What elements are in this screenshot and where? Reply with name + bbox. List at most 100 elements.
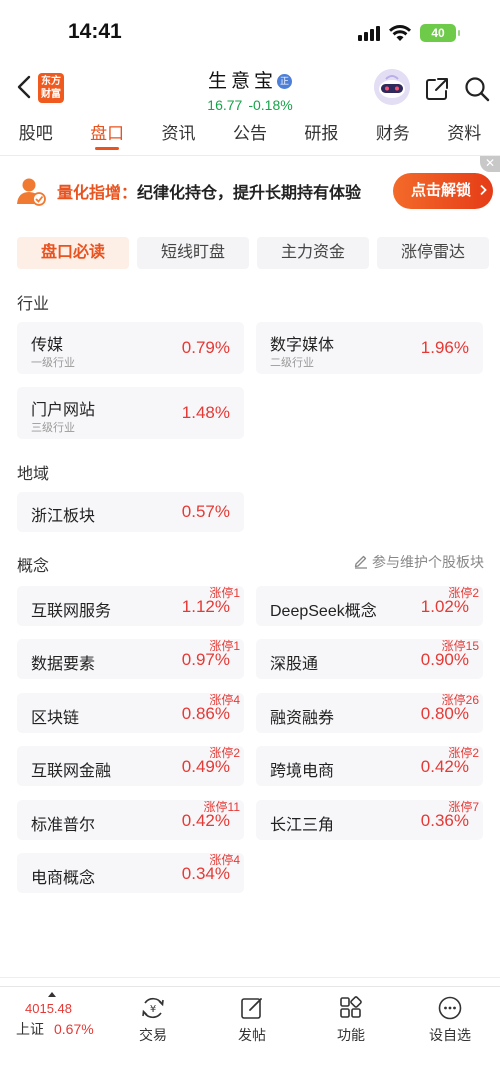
- sector-change: 0.97%: [181, 650, 230, 669]
- function-icon: [340, 996, 362, 1018]
- limit-up-count: 涨停1: [209, 586, 240, 600]
- trade-icon: ¥: [142, 997, 164, 1019]
- search-icon[interactable]: [464, 76, 490, 102]
- sector-change: 1.96%: [420, 338, 469, 357]
- concept-card[interactable]: 深股通 涨停15 0.90%: [256, 639, 483, 679]
- concept-card[interactable]: 标准普尔 涨停11 0.42%: [17, 800, 244, 840]
- index-name: 上证: [16, 1021, 44, 1037]
- industry-card[interactable]: 门户网站 三级行业 1.48%: [17, 387, 244, 439]
- close-icon[interactable]: ✕: [480, 156, 500, 172]
- watchlist-icon: [438, 996, 462, 1020]
- sector-change: 0.42%: [420, 757, 469, 776]
- stock-quote: 16.77 -0.18%: [0, 97, 500, 113]
- subtab-limit-up-radar[interactable]: 涨停雷达: [377, 237, 489, 269]
- sector-name: DeepSeek概念: [270, 603, 377, 620]
- region-card[interactable]: 浙江板块 0.57%: [17, 492, 244, 532]
- concept-card[interactable]: 融资融券 涨停26 0.80%: [256, 693, 483, 733]
- tab-research[interactable]: 研报: [304, 124, 339, 143]
- limit-up-count: 涨停11: [203, 800, 240, 814]
- industry-card[interactable]: 传媒 一级行业 0.79%: [17, 322, 244, 374]
- limit-up-count: 涨停4: [209, 853, 240, 867]
- assistant-avatar[interactable]: [374, 69, 410, 105]
- sector-name: 跨境电商: [270, 763, 335, 780]
- back-icon[interactable]: [14, 74, 36, 100]
- limit-up-count: 涨停2: [448, 586, 479, 600]
- sector-change: 0.79%: [181, 338, 230, 357]
- sector-change: 0.49%: [181, 757, 230, 776]
- user-check-icon: [17, 178, 46, 206]
- section-title-region: 地域: [17, 466, 50, 483]
- sector-name: 电商概念: [31, 870, 96, 887]
- sector-level: 二级行业: [270, 357, 314, 369]
- concept-card[interactable]: 互联网金融 涨停2 0.49%: [17, 746, 244, 786]
- sector-change: 0.34%: [181, 864, 230, 883]
- stock-title: 生意宝正 16.77 -0.18%: [0, 66, 500, 113]
- sector-change: 0.90%: [420, 650, 469, 669]
- pankou-content: 盘口必读 短线盯盘 主力资金 涨停雷达 行业 传媒 一级行业 0.79% 数字媒…: [0, 224, 500, 1024]
- sector-change: 0.42%: [181, 811, 230, 830]
- sector-level: 一级行业: [31, 357, 75, 369]
- concept-card[interactable]: 跨境电商 涨停2 0.42%: [256, 746, 483, 786]
- industry-card[interactable]: 数字媒体 二级行业 1.96%: [256, 322, 483, 374]
- concept-card[interactable]: 区块链 涨停4 0.86%: [17, 693, 244, 733]
- limit-up-count: 涨停4: [209, 693, 240, 707]
- share-icon[interactable]: [424, 76, 450, 102]
- subtab-main-funds[interactable]: 主力资金: [257, 237, 369, 269]
- concept-card[interactable]: 长江三角 涨停7 0.36%: [256, 800, 483, 840]
- sector-change: 1.12%: [181, 597, 230, 616]
- subtab-must-read[interactable]: 盘口必读: [17, 237, 129, 269]
- bottom-bar: 4015.48 上证 0.67% ¥ 交易 发帖 功能: [0, 986, 500, 1084]
- unlock-button[interactable]: 点击解锁: [393, 173, 493, 209]
- tab-finance[interactable]: 财务: [375, 124, 410, 143]
- trade-button[interactable]: ¥ 交易: [118, 995, 188, 1045]
- tab-guba[interactable]: 股吧: [18, 124, 53, 143]
- subtab-short-term[interactable]: 短线盯盘: [137, 237, 249, 269]
- market-index[interactable]: 4015.48 上证 0.67%: [16, 1001, 94, 1039]
- concept-card[interactable]: 电商概念 涨停4 0.34%: [17, 853, 244, 893]
- tab-pankou[interactable]: 盘口: [90, 116, 124, 156]
- nav-bar: 东方 财富 生意宝正 16.77 -0.18%: [0, 64, 500, 116]
- status-bar: 14:41 40: [0, 0, 500, 64]
- tab-news[interactable]: 资讯: [161, 124, 196, 143]
- post-icon: [241, 998, 262, 1019]
- index-value: 4015.48: [25, 1001, 72, 1016]
- post-button[interactable]: 发帖: [217, 995, 287, 1045]
- promo-banner[interactable]: ✕ 量化指增：纪律化持仓，提升长期持有体验 点击解锁: [0, 156, 500, 224]
- promo-text: 量化指增：纪律化持仓，提升长期持有体验: [57, 179, 361, 203]
- sector-name: 浙江板块: [31, 508, 96, 525]
- tab-profile[interactable]: 资料: [447, 124, 482, 143]
- app-logo[interactable]: 东方 财富: [38, 73, 64, 103]
- stock-badge: 正: [277, 74, 292, 89]
- stock-name: 生意宝: [207, 71, 277, 92]
- svg-text:¥: ¥: [150, 1004, 156, 1015]
- robot-icon: [374, 69, 410, 105]
- sector-name: 传媒: [31, 337, 64, 354]
- main-tabs: 股吧 盘口 资讯 公告 研报 财务 资料: [0, 116, 500, 156]
- sub-tabs: 盘口必读 短线盯盘 主力资金 涨停雷达: [17, 237, 489, 269]
- edit-icon: [354, 555, 367, 569]
- maintain-sectors-link[interactable]: 参与维护个股板块: [353, 552, 484, 572]
- stock-price: 16.77: [207, 97, 243, 113]
- limit-up-count: 涨停1: [209, 639, 240, 653]
- limit-up-count: 涨停15: [441, 639, 479, 653]
- function-button[interactable]: 功能: [316, 995, 386, 1045]
- stock-change: -0.18%: [248, 97, 293, 113]
- concept-card[interactable]: DeepSeek概念 涨停2 1.02%: [256, 586, 483, 626]
- caret-up-icon: [48, 992, 56, 997]
- limit-up-count: 涨停2: [209, 746, 240, 760]
- sector-change: 0.86%: [181, 704, 230, 723]
- tab-announcements[interactable]: 公告: [232, 124, 267, 143]
- sector-name: 数字媒体: [270, 337, 335, 354]
- concept-card[interactable]: 互联网服务 涨停1 1.12%: [17, 586, 244, 626]
- chevron-right-icon: [480, 184, 487, 196]
- limit-up-count: 涨停26: [441, 693, 479, 707]
- promo-highlight: 量化指增：: [57, 185, 138, 202]
- index-change: 0.67%: [54, 1021, 94, 1037]
- sector-change: 0.80%: [420, 704, 469, 723]
- wifi-icon: [389, 24, 411, 41]
- add-watchlist-button[interactable]: 设自选: [415, 995, 485, 1045]
- concept-card[interactable]: 数据要素 涨停1 0.97%: [17, 639, 244, 679]
- sector-level: 三级行业: [31, 422, 75, 434]
- status-time: 14:41: [68, 20, 122, 43]
- sector-name: 互联网服务: [31, 603, 112, 620]
